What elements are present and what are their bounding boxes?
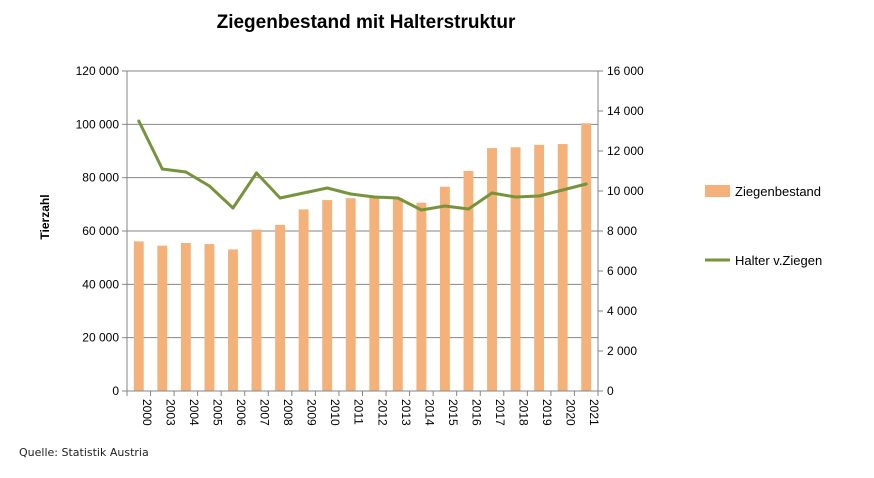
line-series	[137, 119, 588, 212]
line-point	[207, 184, 211, 188]
x-tick-label: 2011	[352, 399, 366, 425]
y-tick-label: 20 000	[82, 331, 119, 345]
bar	[345, 198, 356, 391]
y-right-tick-label: 0	[607, 384, 614, 398]
y-tick-label: 80 000	[82, 171, 119, 185]
line-point	[443, 204, 447, 208]
y-right-tick-label: 16 000	[607, 64, 644, 78]
bar	[251, 229, 262, 391]
x-tick-label: 2006	[234, 399, 248, 426]
x-tick-label: 2007	[258, 399, 272, 426]
y-tick-label: 100 000	[76, 117, 120, 131]
x-tick-label: 2021	[587, 399, 601, 426]
x-tick-label: 2018	[517, 399, 531, 426]
bar	[180, 243, 191, 391]
line-point	[231, 206, 235, 210]
bar	[416, 202, 427, 391]
legend-swatch-ziegenbestand	[705, 185, 730, 197]
x-tick-label: 2004	[187, 399, 201, 426]
line-point	[302, 191, 306, 195]
bar	[581, 123, 592, 392]
x-tick-label: 2020	[564, 399, 578, 426]
line-point	[490, 191, 494, 195]
y-right-tick-label: 6 000	[607, 264, 637, 278]
bar	[392, 197, 403, 391]
legend-label-halter: Halter v.Ziegen	[735, 253, 822, 268]
line-point	[419, 208, 423, 212]
line-point	[537, 194, 541, 198]
bar	[369, 197, 380, 391]
y-right-tick-label: 8 000	[607, 224, 637, 238]
line-point	[255, 171, 259, 175]
line-point	[396, 196, 400, 200]
y-tick-label: 40 000	[82, 277, 119, 291]
x-tick-label: 2012	[375, 399, 389, 426]
y-right-tick-label: 12 000	[607, 144, 644, 158]
bar	[487, 148, 497, 391]
bar	[228, 249, 238, 391]
y-tick-label: 120 000	[76, 64, 120, 78]
y-tick-label: 0	[112, 384, 119, 398]
line-point	[561, 188, 565, 192]
chart-title: Ziegenbestand mit Halterstruktur	[217, 12, 516, 33]
y-axis-label: Tierzahl	[38, 194, 52, 239]
bar	[298, 209, 309, 391]
gridlines	[127, 70, 598, 339]
x-tick-label: 2017	[493, 399, 507, 426]
line-point	[466, 207, 470, 211]
x-tick-label: 2005	[210, 399, 224, 426]
bar	[439, 186, 450, 391]
legend: Ziegenbestand Halter v.Ziegen	[705, 184, 822, 268]
bar	[510, 147, 521, 391]
y-right-tick-label: 2 000	[607, 344, 637, 358]
series-line-halter	[137, 120, 587, 212]
x-tick-label: 2015	[446, 399, 460, 426]
x-tick-label: 2014	[422, 399, 436, 426]
x-tick-label: 2013	[399, 399, 413, 426]
line-point	[349, 192, 353, 196]
line-point	[584, 182, 588, 186]
x-tick-label: 2016	[469, 399, 483, 426]
y-right-tick-label: 14 000	[607, 104, 644, 118]
y-right-tick-label: 4 000	[607, 304, 637, 318]
bar	[534, 144, 545, 391]
bar	[322, 200, 333, 391]
source-note: Quelle: Statistik Austria	[19, 446, 149, 459]
y-tick-label: 60 000	[82, 224, 119, 238]
x-tick-label: 2008	[281, 399, 295, 426]
x-tick-label: 2009	[305, 399, 319, 426]
line-point	[514, 195, 518, 199]
bar	[204, 244, 215, 391]
line-point	[184, 170, 188, 174]
line-point	[160, 167, 164, 171]
line-point	[137, 119, 141, 123]
axes: 0 20 000 40 000 60 000 80 000 100 000 120 000 0…	[76, 64, 644, 426]
x-tick-label: 2003	[163, 399, 177, 426]
bar	[275, 224, 286, 391]
line-point	[372, 195, 376, 199]
y-right-tick-label: 10 000	[607, 184, 644, 198]
bar	[133, 241, 144, 391]
legend-label-ziegenbestand: Ziegenbestand	[735, 184, 821, 199]
line-point	[325, 186, 329, 190]
bar	[557, 144, 568, 391]
x-tick-label: 2019	[540, 399, 554, 426]
bar	[463, 171, 474, 391]
x-tick-label: 2000	[140, 399, 154, 426]
bar	[157, 245, 168, 391]
x-tick-label: 2010	[328, 399, 342, 426]
bar-series	[133, 123, 592, 392]
line-point	[278, 196, 282, 200]
